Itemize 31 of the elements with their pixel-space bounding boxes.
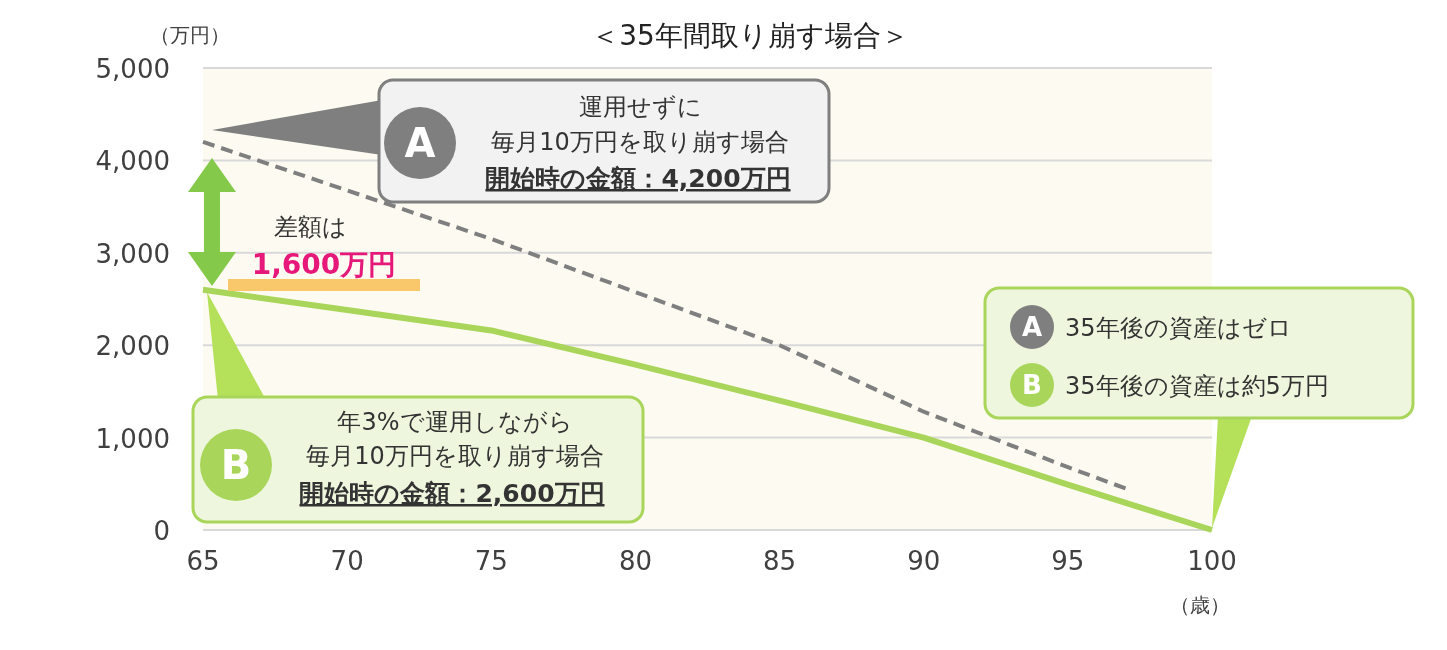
legend-label: A <box>404 120 436 167</box>
x-tick-label: 100 <box>1187 546 1237 576</box>
text: A <box>1021 312 1043 343</box>
chart-title: ＜35年間取り崩す場合＞ <box>591 19 909 52</box>
x-tick-label: 80 <box>618 546 652 576</box>
annotation: 差額は <box>273 213 347 241</box>
y-tick-label: 3,000 <box>95 238 170 269</box>
annotation: 毎月10万円を取り崩す場合 <box>491 128 789 156</box>
annotation: 1,600万円 <box>251 248 397 281</box>
x-tick-label: 70 <box>330 546 364 576</box>
y-tick-label: 4,000 <box>95 146 170 177</box>
annotation: 運用せずに <box>578 93 702 121</box>
y-tick-label: 5,000 <box>95 54 170 84</box>
text: B <box>1022 370 1042 401</box>
annotation: 35年後の資産は約5万円 <box>1065 372 1329 400</box>
y-tick-label: 1,000 <box>95 423 170 454</box>
annotation: 毎月10万円を取り崩す場合 <box>306 442 604 470</box>
x-tick-label: 90 <box>907 546 941 576</box>
annotation: 開始時の金額：2,600万円 <box>299 479 605 508</box>
annotation: 開始時の金額：4,200万円 <box>485 164 791 193</box>
x-tick-label: 85 <box>763 546 797 576</box>
y-axis-title: （万円） <box>150 23 230 47</box>
x-tick-label: 95 <box>1051 546 1085 576</box>
annotation: 35年後の資産はゼロ <box>1065 314 1292 342</box>
x-tick-label: 75 <box>474 546 508 576</box>
y-tick-label: 0 <box>153 516 170 546</box>
x-axis-title: （歳） <box>1170 593 1230 617</box>
text: B <box>220 442 252 489</box>
annotation: 年3%で運用しながら <box>337 408 573 436</box>
x-tick-label: 65 <box>186 546 220 576</box>
y-tick-label: 2,000 <box>95 331 170 362</box>
